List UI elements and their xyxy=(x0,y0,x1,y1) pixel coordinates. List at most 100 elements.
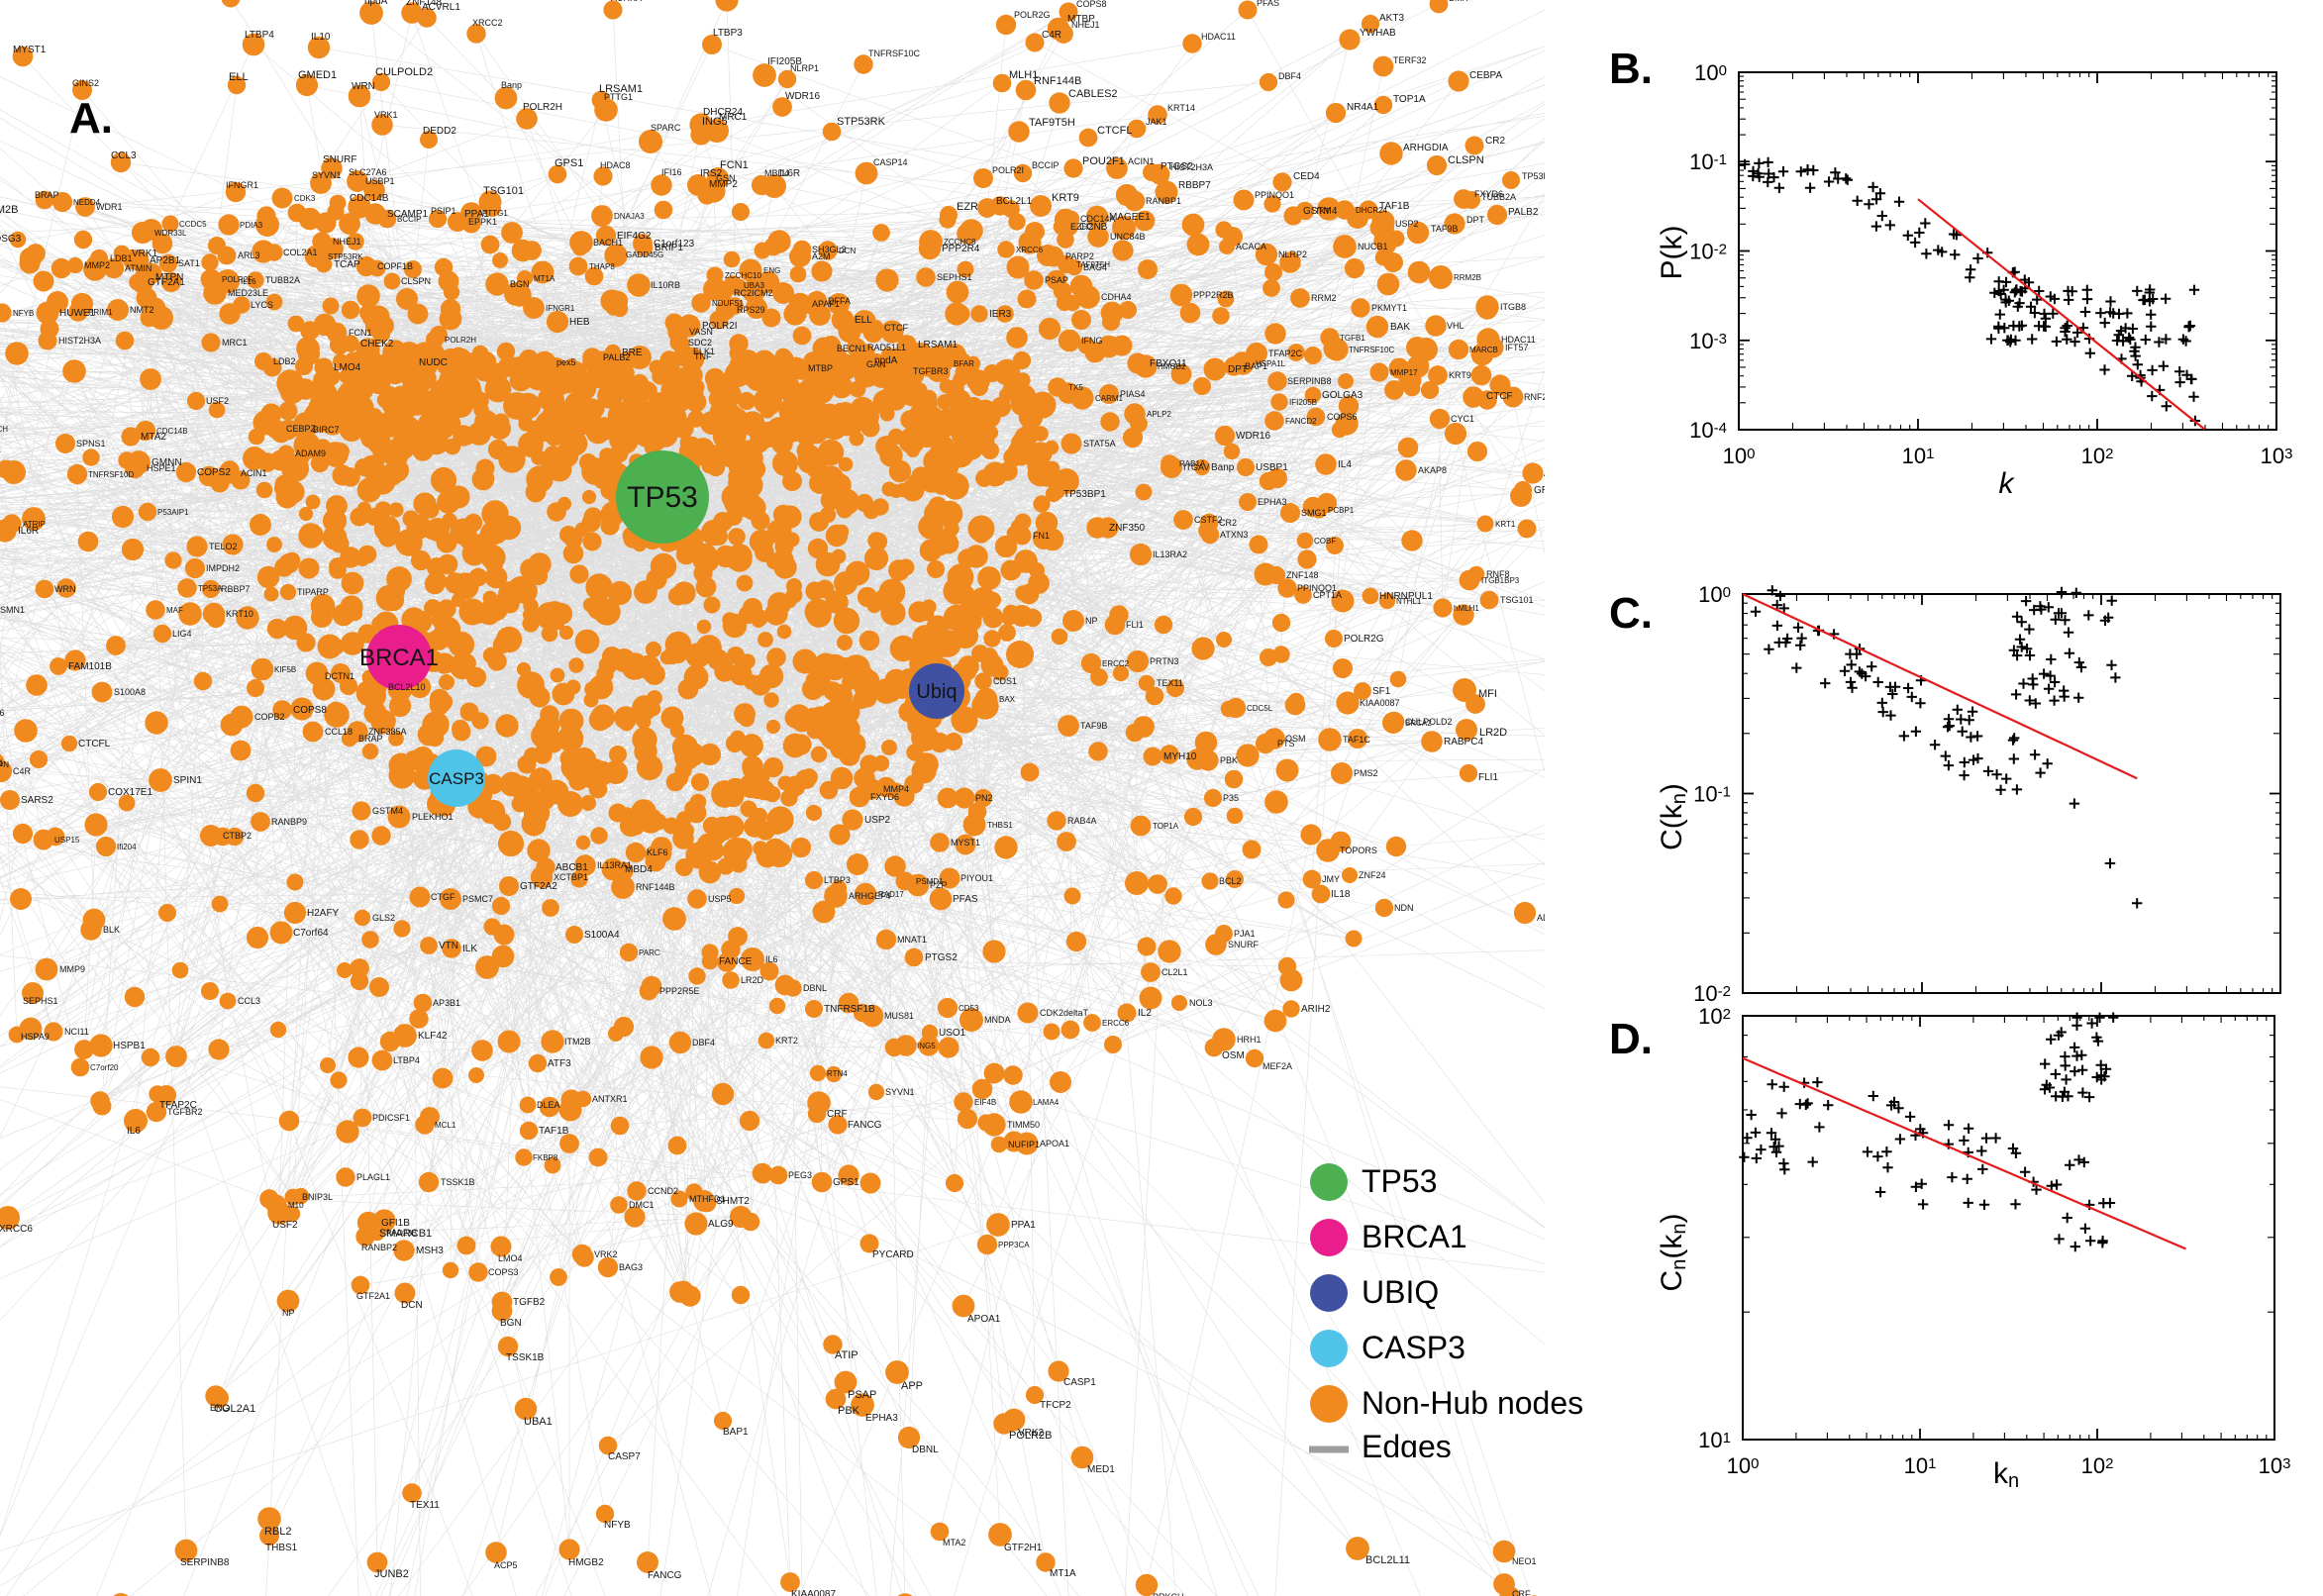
svg-text:MYH10: MYH10 xyxy=(1163,751,1197,762)
svg-text:hMLH1: hMLH1 xyxy=(1454,604,1479,613)
svg-text:PFAS: PFAS xyxy=(1257,0,1279,8)
svg-text:HSPB1: HSPB1 xyxy=(113,1041,146,1051)
svg-text:CCDC5: CCDC5 xyxy=(179,220,207,229)
svg-text:PSAP: PSAP xyxy=(1045,275,1068,285)
svg-text:IL4: IL4 xyxy=(1338,459,1352,470)
svg-text:POLR2H: POLR2H xyxy=(445,336,476,345)
svg-text:ARL3: ARL3 xyxy=(238,250,260,260)
svg-text:TP53BP1: TP53BP1 xyxy=(1522,171,1545,181)
svg-text:Ifi204: Ifi204 xyxy=(117,843,137,851)
svg-text:BCL2L1: BCL2L1 xyxy=(996,196,1033,207)
svg-text:HSPA1L: HSPA1L xyxy=(1256,359,1286,368)
svg-text:FLI1: FLI1 xyxy=(1478,772,1498,783)
svg-text:PPP2R2B: PPP2R2B xyxy=(1193,290,1234,300)
svg-text:FANCE: FANCE xyxy=(719,956,753,967)
svg-text:PALB2: PALB2 xyxy=(1508,207,1539,218)
svg-text:GTF2A1: GTF2A1 xyxy=(356,1291,390,1301)
svg-text:RTN4: RTN4 xyxy=(827,1069,848,1078)
svg-text:TNFRSF10C: TNFRSF10C xyxy=(1349,346,1394,354)
svg-text:ADAM9: ADAM9 xyxy=(1537,913,1545,923)
svg-text:MYST1: MYST1 xyxy=(951,838,980,848)
svg-text:KRT10: KRT10 xyxy=(226,609,253,619)
svg-text:NUFIP1: NUFIP1 xyxy=(1008,1140,1040,1149)
svg-text:LYCS: LYCS xyxy=(251,300,273,310)
svg-text:MMP9: MMP9 xyxy=(59,964,85,974)
svg-text:COPS8: COPS8 xyxy=(1076,0,1107,9)
svg-text:PIAS4: PIAS4 xyxy=(1120,389,1146,399)
svg-text:LMO4: LMO4 xyxy=(334,362,361,373)
svg-text:ATIP: ATIP xyxy=(835,1349,858,1361)
svg-text:SAT1: SAT1 xyxy=(178,258,200,268)
svg-text:IL6R: IL6R xyxy=(779,168,800,179)
svg-text:PLAGL1: PLAGL1 xyxy=(356,1172,390,1182)
svg-text:EZR: EZR xyxy=(957,201,978,213)
svg-text:ING5: ING5 xyxy=(917,1042,936,1050)
svg-text:SPIN1: SPIN1 xyxy=(173,775,202,786)
svg-text:WDR16: WDR16 xyxy=(785,91,820,102)
svg-text:10-4: 10-4 xyxy=(1689,418,1727,443)
svg-text:OSM: OSM xyxy=(1222,1050,1245,1061)
svg-text:COPF1B: COPF1B xyxy=(377,261,413,271)
svg-text:NFYB: NFYB xyxy=(604,1520,631,1531)
svg-text:CTCF: CTCF xyxy=(1486,391,1513,402)
svg-text:ZCCHC10: ZCCHC10 xyxy=(725,271,761,280)
svg-text:WRN: WRN xyxy=(352,81,375,92)
svg-text:P(k): P(k) xyxy=(1656,226,1688,280)
svg-text:CTCF: CTCF xyxy=(884,323,908,333)
svg-text:TOP1A: TOP1A xyxy=(1393,94,1426,105)
svg-text:CD53: CD53 xyxy=(959,1004,979,1013)
svg-text:k: k xyxy=(1999,467,2016,500)
svg-text:TEX11: TEX11 xyxy=(1157,678,1183,688)
svg-text:HIST2H3A: HIST2H3A xyxy=(58,336,101,346)
svg-text:CL2L1: CL2L1 xyxy=(1162,967,1188,977)
svg-text:MMP2: MMP2 xyxy=(709,179,738,190)
svg-text:PRKCH: PRKCH xyxy=(0,425,8,434)
svg-text:KIAA0087: KIAA0087 xyxy=(791,1589,836,1596)
svg-text:OSM: OSM xyxy=(1285,734,1306,744)
svg-text:COPS6: COPS6 xyxy=(1327,412,1358,422)
svg-text:npdA: npdA xyxy=(364,0,388,7)
svg-text:DBF4: DBF4 xyxy=(692,1038,715,1047)
svg-text:HDAC8: HDAC8 xyxy=(600,160,631,170)
svg-text:STP53RK: STP53RK xyxy=(837,116,886,128)
svg-text:CTGF: CTGF xyxy=(431,892,455,902)
svg-text:NUCB1: NUCB1 xyxy=(1358,242,1388,251)
svg-text:Ubiq: Ubiq xyxy=(916,681,957,703)
svg-text:DLEA: DLEA xyxy=(537,1100,560,1110)
svg-text:SPARC: SPARC xyxy=(651,123,681,133)
svg-text:TCAP: TCAP xyxy=(334,259,360,270)
svg-text:BRCA2: BRCA2 xyxy=(1405,719,1432,728)
svg-text:IFI16: IFI16 xyxy=(0,708,5,718)
svg-text:USBP1: USBP1 xyxy=(365,176,395,186)
svg-text:10-1: 10-1 xyxy=(1689,150,1727,174)
svg-text:ELL: ELL xyxy=(855,315,872,326)
svg-text:LTBP4: LTBP4 xyxy=(393,1055,420,1065)
svg-text:MMP17: MMP17 xyxy=(1390,368,1418,377)
svg-text:MAF: MAF xyxy=(166,606,183,615)
svg-text:PBK: PBK xyxy=(1220,755,1238,765)
svg-text:SNURF: SNURF xyxy=(1228,940,1260,949)
svg-text:PPP2R5E: PPP2R5E xyxy=(659,986,700,996)
svg-text:RANBP2: RANBP2 xyxy=(361,1243,397,1252)
svg-text:TSG101: TSG101 xyxy=(483,185,524,197)
svg-text:COX17E1: COX17E1 xyxy=(108,787,152,798)
svg-text:CASP3: CASP3 xyxy=(1362,1330,1465,1365)
svg-text:AP2B1: AP2B1 xyxy=(150,255,181,266)
svg-text:RRM2: RRM2 xyxy=(1311,293,1337,303)
svg-text:FCN1: FCN1 xyxy=(720,159,749,171)
svg-text:IFI205B: IFI205B xyxy=(767,56,802,67)
svg-text:PSMD1: PSMD1 xyxy=(916,877,944,886)
svg-text:FAM101B: FAM101B xyxy=(68,661,112,672)
svg-text:PBK: PBK xyxy=(838,1405,860,1417)
svg-text:LRSAM1: LRSAM1 xyxy=(599,83,643,95)
svg-text:SERPINB8: SERPINB8 xyxy=(1287,376,1332,386)
svg-text:101: 101 xyxy=(1902,444,1935,468)
svg-text:LRSAM1: LRSAM1 xyxy=(918,340,958,350)
svg-text:SYVN1: SYVN1 xyxy=(885,1087,915,1097)
svg-text:VRK2: VRK2 xyxy=(594,1249,618,1259)
svg-text:RABPC4: RABPC4 xyxy=(1444,737,1483,748)
svg-text:RANBP1: RANBP1 xyxy=(1146,196,1181,206)
svg-text:TGFBR3: TGFBR3 xyxy=(913,366,949,376)
svg-text:APP: APP xyxy=(901,1380,923,1392)
svg-text:ITM2B: ITM2B xyxy=(564,1037,591,1047)
